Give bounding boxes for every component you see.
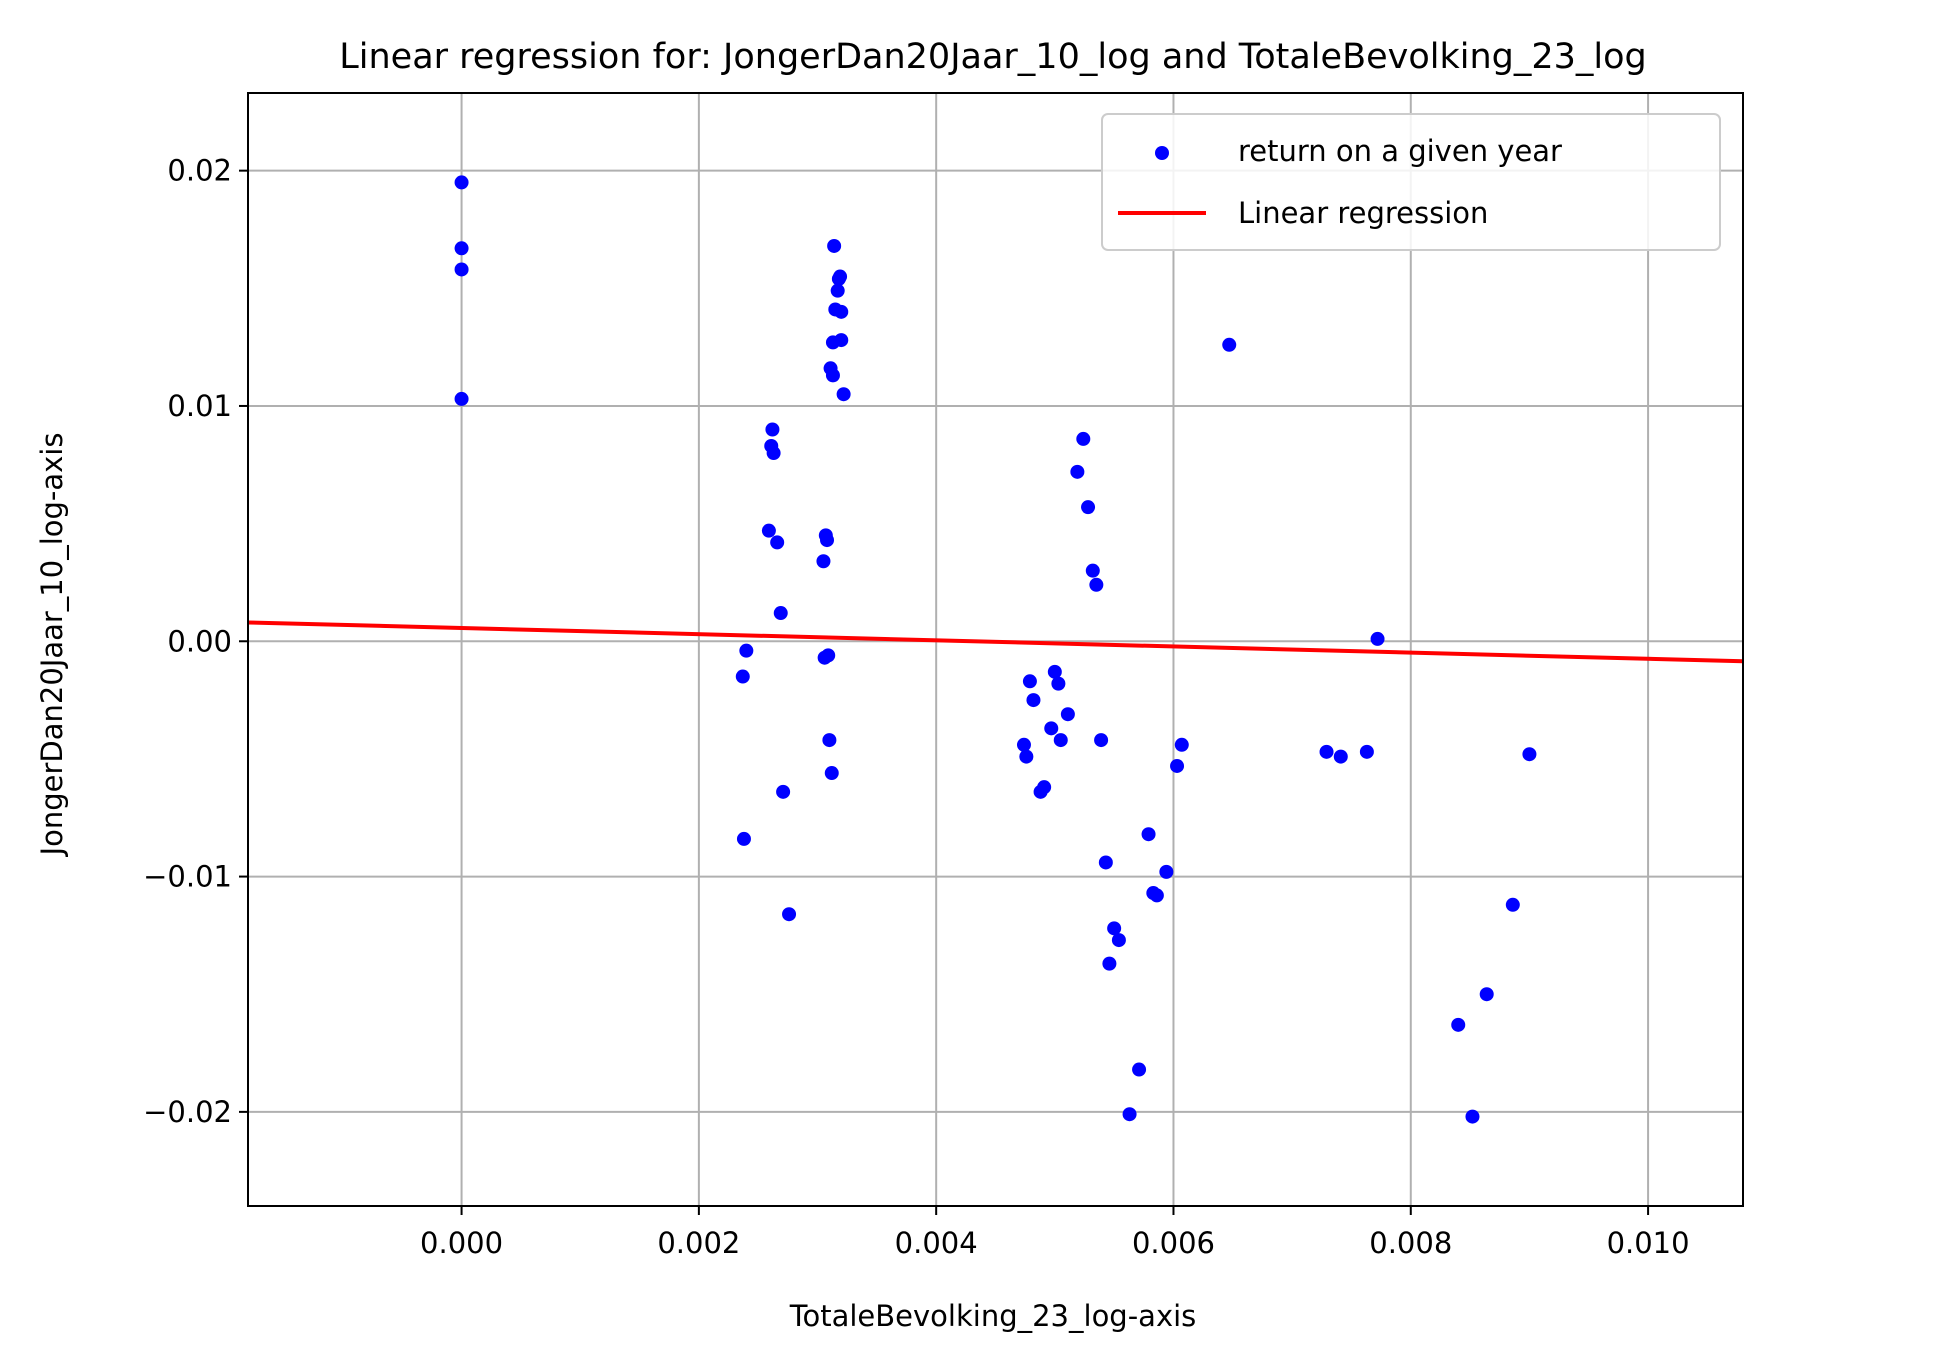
x-axis-label: TotaleBevolking_23_log-axis — [789, 1299, 1197, 1333]
data-point — [825, 368, 840, 383]
data-point — [1019, 749, 1034, 764]
data-point — [454, 391, 469, 406]
data-point — [1107, 921, 1122, 936]
legend-box — [1101, 113, 1721, 251]
data-point — [454, 175, 469, 190]
y-tick-label: 0.00 — [167, 624, 232, 658]
x-ticks: 0.000 0.002 0.004 0.006 0.008 0.010 — [420, 1206, 1690, 1260]
data-point — [766, 446, 781, 461]
data-point — [1037, 780, 1052, 795]
data-point — [1370, 631, 1385, 646]
data-point — [1070, 464, 1085, 479]
regression-line — [247, 620, 1744, 664]
data-point — [454, 241, 469, 256]
y-ticks: −0.02 −0.01 0.00 0.01 0.02 — [143, 154, 248, 1129]
x-tick-label: 0.004 — [895, 1226, 978, 1260]
x-tick-label: 0.008 — [1369, 1226, 1452, 1260]
data-point — [1333, 749, 1348, 764]
regression-line-layer — [247, 620, 1744, 664]
legend-label-scatter: return on a given year — [1238, 134, 1562, 168]
data-point — [761, 523, 776, 538]
data-point — [765, 422, 780, 437]
data-point — [1319, 744, 1334, 759]
legend-label-line: Linear regression — [1238, 196, 1488, 230]
data-point — [1102, 956, 1117, 971]
data-point — [1522, 747, 1537, 762]
data-point — [821, 648, 836, 663]
data-point — [1051, 676, 1066, 691]
data-point — [1159, 864, 1174, 879]
data-point — [1149, 888, 1164, 903]
x-tick-label: 0.000 — [420, 1226, 503, 1260]
data-point — [1060, 707, 1075, 722]
data-point — [1089, 577, 1104, 592]
chart-title: Linear regression for: JongerDan20Jaar_1… — [339, 37, 1647, 77]
data-point — [833, 269, 848, 284]
data-point — [1465, 1109, 1480, 1124]
y-tick-label: 0.02 — [167, 154, 232, 188]
data-point — [776, 784, 791, 799]
data-point — [836, 387, 851, 402]
plot-area-frame — [247, 92, 1744, 1207]
data-point — [1098, 855, 1113, 870]
data-point — [1141, 827, 1156, 842]
data-point — [735, 669, 750, 684]
data-point — [1359, 744, 1374, 759]
legend-marker-scatter — [1155, 146, 1169, 160]
data-point — [1094, 733, 1109, 748]
data-point — [782, 907, 797, 922]
data-point — [1044, 721, 1059, 736]
data-point — [1026, 693, 1041, 708]
legend: return on a given year Linear regression — [1101, 113, 1721, 251]
data-point — [1022, 674, 1037, 689]
data-point — [1132, 1062, 1147, 1077]
data-point — [830, 283, 845, 298]
data-point — [1111, 933, 1126, 948]
data-point — [1047, 664, 1062, 679]
data-point — [1222, 337, 1237, 352]
data-point — [770, 535, 785, 550]
data-point — [1076, 431, 1091, 446]
data-point — [1016, 737, 1031, 752]
data-point — [1451, 1017, 1466, 1032]
data-point — [827, 238, 842, 253]
data-point — [739, 643, 754, 658]
data-points — [454, 175, 1537, 1124]
data-point — [1085, 563, 1100, 578]
data-point — [1479, 987, 1494, 1002]
y-tick-label: −0.02 — [143, 1095, 232, 1129]
data-point — [820, 533, 835, 548]
data-point — [822, 733, 837, 748]
data-point — [824, 766, 839, 781]
data-point — [454, 262, 469, 277]
y-tick-label: 0.01 — [167, 389, 232, 423]
data-point — [834, 304, 849, 319]
y-axis-label: JongerDan20Jaar_10_log-axis — [35, 433, 69, 858]
x-tick-label: 0.010 — [1607, 1226, 1690, 1260]
data-point — [1053, 733, 1068, 748]
data-point — [816, 554, 831, 569]
y-tick-label: −0.01 — [143, 860, 232, 894]
x-tick-label: 0.006 — [1132, 1226, 1215, 1260]
data-point — [1174, 737, 1189, 752]
data-point — [1081, 500, 1096, 515]
data-point — [1170, 758, 1185, 773]
data-point — [736, 831, 751, 846]
data-point — [834, 333, 849, 348]
data-point — [1505, 897, 1520, 912]
data-point — [1122, 1107, 1137, 1122]
x-tick-label: 0.002 — [657, 1226, 740, 1260]
data-point — [773, 606, 788, 621]
